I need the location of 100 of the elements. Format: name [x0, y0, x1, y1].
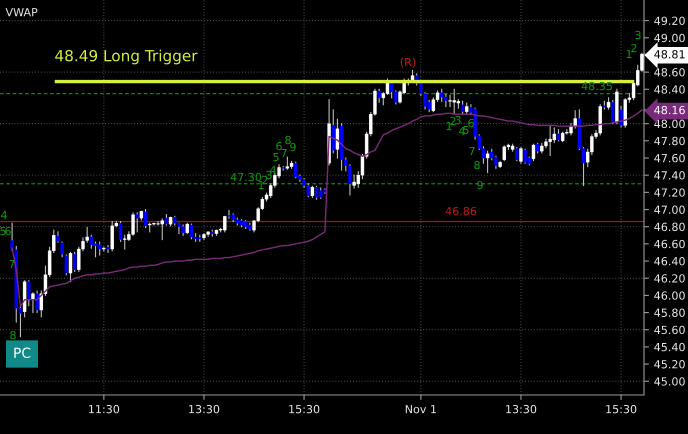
annotation: 6: [276, 142, 282, 150]
candlestick: [552, 127, 556, 144]
y-tick-label: 45.60: [654, 326, 685, 334]
candlestick: [198, 234, 202, 242]
candlestick: [186, 222, 189, 234]
candlestick: [90, 234, 94, 249]
candlestick: [310, 186, 314, 198]
candlestick: [102, 246, 106, 252]
annotation: 5: [273, 152, 279, 162]
candlestick: [465, 102, 468, 114]
annotation: PC: [14, 348, 30, 358]
candlestick: [35, 290, 39, 314]
candlestick: [606, 97, 610, 110]
candlestick: [352, 174, 356, 189]
y-tick-label: 49.20: [654, 16, 685, 25]
y-tick-label: 45.20: [654, 360, 685, 368]
y-tick-label: 47.80: [654, 136, 685, 146]
candlestick: [519, 147, 523, 164]
annotation: 7: [469, 146, 475, 156]
annotation: 8: [474, 160, 480, 170]
candlestick: [68, 252, 72, 282]
candlestick: [210, 230, 214, 237]
annotation: 2: [262, 176, 268, 184]
candlestick: [136, 212, 139, 232]
annotation: 5: [463, 126, 469, 134]
y-tick-label: 47.00: [654, 205, 685, 214]
candlestick: [515, 147, 518, 162]
x-tick-label: 13:30: [189, 404, 220, 414]
candlestick: [60, 242, 64, 258]
candlestick: [390, 82, 394, 98]
x-tick-label: 11:30: [89, 404, 120, 414]
y-tick-label: 49.00: [654, 34, 685, 42]
annotation: 47.30: [230, 172, 262, 182]
y-tick-label: 46.00: [654, 291, 685, 300]
y-tick-label: 48.81: [654, 50, 685, 58]
candlestick: [460, 100, 464, 114]
annotation: 8: [285, 136, 291, 144]
candlestick: [56, 231, 60, 243]
annotation: 7: [9, 260, 15, 268]
candlestick: [156, 220, 160, 226]
annotation: (R): [400, 58, 416, 68]
y-tick-label: 48.16: [654, 106, 685, 114]
candlestick: [314, 186, 318, 200]
annotation: 9: [290, 142, 296, 152]
y-tick-label: 47.20: [654, 188, 685, 197]
annotation: 8: [10, 330, 16, 340]
candlestick: [294, 162, 298, 178]
y-tick-label: 47.40: [654, 171, 685, 180]
annotation: 1: [446, 122, 452, 130]
y-tick-label: 45.80: [654, 308, 685, 317]
y-tick-label: 48.40: [654, 85, 685, 94]
annotation: 4: [459, 126, 465, 136]
x-tick-label: Nov 1: [406, 405, 436, 414]
candlestick: [110, 220, 114, 252]
y-tick-label: 46.80: [654, 222, 685, 232]
annotation: 7: [281, 148, 287, 158]
candlestick: [536, 142, 540, 154]
candlestick: [223, 216, 227, 232]
y-tick-label: 46.60: [654, 240, 685, 248]
text: VWAP: [6, 8, 38, 16]
candlestick: [31, 292, 35, 314]
annotation: 4: [1, 210, 7, 220]
candlestick: [286, 156, 290, 170]
x-tick-label: 15:30: [289, 404, 320, 414]
y-tick-label: 45.40: [654, 342, 685, 352]
candlestick: [27, 280, 30, 306]
annotation: 1: [626, 50, 632, 58]
candlestick: [556, 129, 560, 142]
annotation: 1: [258, 180, 264, 190]
candlestick: [181, 224, 185, 236]
candlestick: [548, 126, 552, 156]
x-tick-label: 13:30: [506, 404, 536, 414]
candlestick: [319, 188, 322, 199]
annotation: 9: [477, 180, 483, 190]
candlestick: [540, 142, 544, 154]
annotation: 6: [5, 226, 11, 236]
candlestick: [377, 88, 381, 103]
candlestick: [144, 208, 148, 228]
annotation: 3: [455, 116, 461, 124]
annotation: 5: [0, 226, 6, 236]
candlestick: [123, 234, 126, 250]
x-tick-label: 15:30: [606, 404, 636, 414]
annotation: 48.49 Long Trigger: [55, 50, 198, 64]
candlestick: [72, 252, 76, 272]
y-tick-label: 46.20: [654, 274, 685, 283]
candlestick: [160, 218, 164, 240]
y-tick-label: 45.00: [654, 377, 685, 386]
candlestick: [486, 150, 490, 174]
candlestick: [148, 222, 152, 232]
candlestick: [98, 242, 102, 256]
annotation: 2: [450, 116, 456, 126]
candlestick: [64, 254, 68, 276]
annotation: 2: [631, 44, 636, 52]
annotation: 46.86: [446, 206, 476, 216]
candlestick: [611, 100, 614, 124]
y-tick-label: 48.60: [654, 68, 685, 77]
candlestick: [440, 88, 444, 102]
candlestick: [532, 144, 536, 162]
annotation: 4: [270, 166, 276, 174]
y-tick-label: 48.00: [654, 120, 685, 128]
